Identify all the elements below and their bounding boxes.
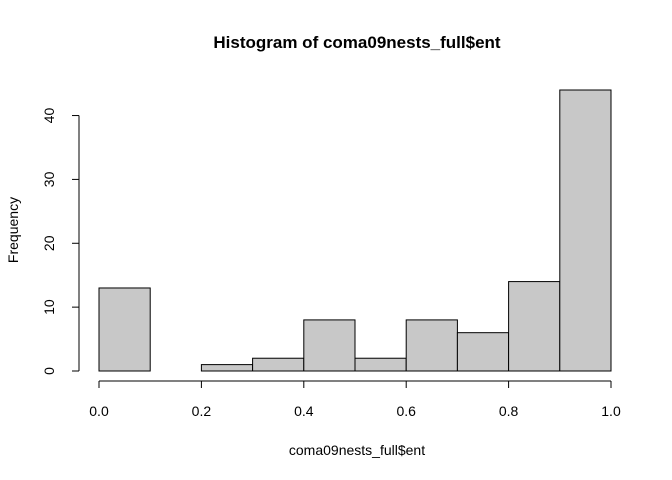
x-tick-label: 1.0 bbox=[601, 403, 621, 419]
histogram-bar bbox=[456, 332, 510, 372]
x-tick-label: 0.8 bbox=[499, 403, 519, 419]
y-tick-label: 40 bbox=[41, 108, 57, 124]
y-axis: 0 10 20 30 40 bbox=[41, 108, 80, 375]
histogram-bar bbox=[252, 357, 305, 372]
x-axis-label: coma09nests_full$ent bbox=[289, 442, 425, 458]
y-tick-label: 0 bbox=[41, 367, 57, 375]
histogram-bar bbox=[98, 287, 151, 372]
x-tick-label: 0.4 bbox=[294, 403, 314, 419]
histogram-bar bbox=[559, 89, 612, 372]
x-tick-label: 0.2 bbox=[192, 403, 212, 419]
histogram-bar bbox=[200, 364, 254, 372]
chart-title: Histogram of coma09nests_full$ent bbox=[213, 33, 501, 52]
histogram-bar bbox=[405, 319, 458, 372]
histogram-bar bbox=[354, 357, 407, 372]
x-tick-label: 0.6 bbox=[396, 403, 416, 419]
y-axis-label: Frequency bbox=[5, 197, 21, 263]
x-axis: 0.0 0.2 0.4 0.6 0.8 1.0 bbox=[89, 380, 621, 419]
y-tick-label: 30 bbox=[41, 171, 57, 187]
histogram-bar bbox=[508, 281, 561, 372]
x-tick-label: 0.0 bbox=[89, 403, 109, 419]
bars-group bbox=[98, 89, 612, 372]
y-tick-label: 20 bbox=[41, 235, 57, 251]
y-tick-label: 10 bbox=[41, 299, 57, 315]
histogram-bar bbox=[303, 319, 356, 372]
